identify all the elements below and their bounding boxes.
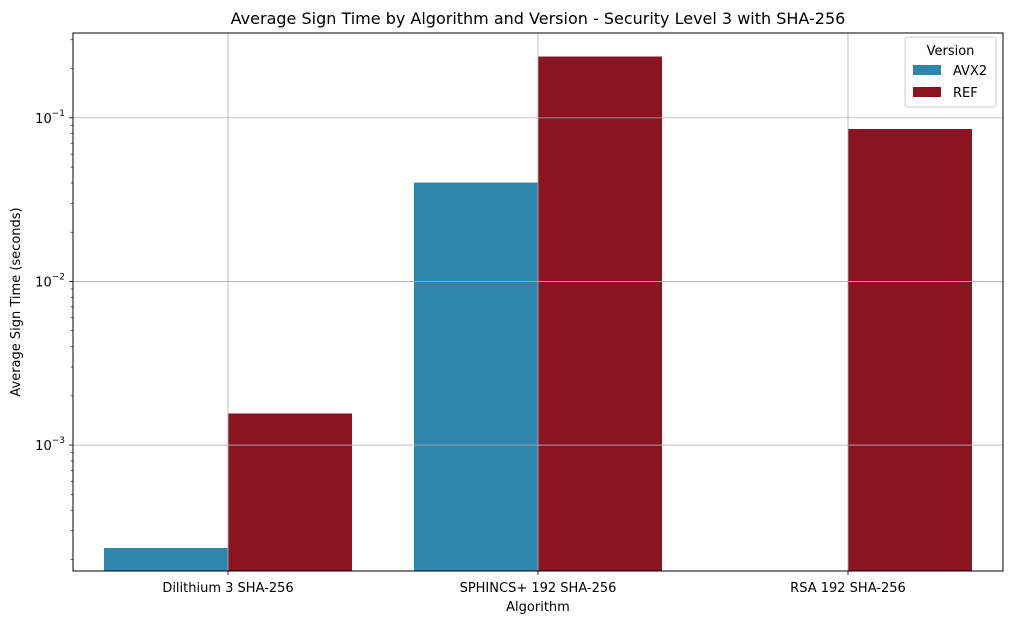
bar-ref-1 (538, 56, 662, 572)
legend: Version AVX2 REF (904, 36, 997, 108)
bar-ref-0 (228, 413, 352, 571)
chart-title: Average Sign Time by Algorithm and Versi… (231, 9, 846, 28)
legend-swatch-avx2 (913, 65, 941, 75)
legend-label-ref: REF (953, 86, 978, 101)
bar-ref-2 (848, 128, 972, 571)
bar-avx2-1 (414, 182, 538, 572)
y-tick-label-0: 10−3 (35, 436, 65, 454)
plot-frame (72, 32, 1004, 572)
x-tick-label-2: RSA 192 SHA-256 (790, 581, 906, 596)
x-tick-label-1: SPHINCS+ 192 SHA-256 (460, 581, 617, 596)
plot-area: 10−3 10−2 10−1 Dilithium 3 SHA-256 SPHINCS+ … (35, 32, 1004, 596)
y-axis-label: Average Sign Time (seconds) (9, 207, 24, 396)
legend-swatch-ref (913, 87, 941, 97)
y-tick-label-2: 10−1 (35, 109, 65, 127)
x-tick-label-0: Dilithium 3 SHA-256 (162, 581, 293, 596)
x-axis-label: Algorithm (506, 600, 570, 615)
legend-title: Version (927, 44, 975, 59)
bar-avx2-0 (104, 547, 228, 571)
legend-label-avx2: AVX2 (953, 64, 987, 79)
y-tick-label-1: 10−2 (35, 272, 65, 290)
